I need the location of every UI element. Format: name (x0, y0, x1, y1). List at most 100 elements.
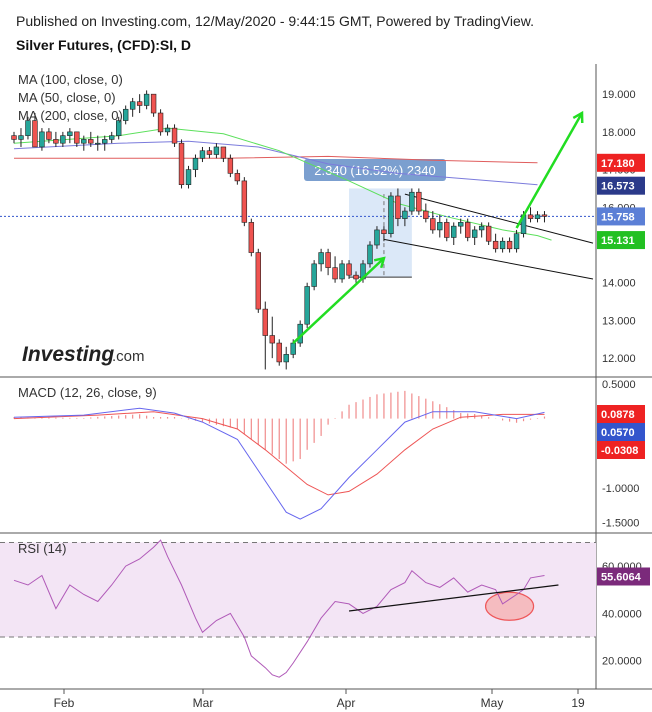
macd-signal-line (13, 411, 545, 496)
candle-body (25, 120, 31, 136)
macd-value-tag (597, 405, 645, 423)
x-tick-label: Apr (337, 696, 356, 710)
instrument-title: Silver Futures, (CFD):SI, D (16, 37, 192, 53)
price-panel: 19.00018.00017.00016.00015.00014.00013.0… (0, 89, 645, 370)
macd-value-tag (597, 423, 645, 441)
measure-box (349, 188, 412, 278)
macd-line (13, 407, 545, 520)
candle-body (471, 229, 478, 238)
candle-body (381, 229, 387, 234)
channel-upper-line (404, 193, 594, 244)
brand-name: Investing (22, 343, 114, 366)
candle-body (346, 263, 352, 276)
x-tick-label: Feb (54, 696, 75, 710)
candle-body (53, 139, 59, 144)
candle-body (248, 222, 255, 253)
candle-body (136, 101, 143, 106)
candle-body (46, 131, 52, 140)
brand-suffix: .com (112, 348, 145, 365)
rsi-band (0, 542, 596, 637)
breakout-arrow-head (572, 110, 584, 124)
macd-value-tag (597, 441, 645, 459)
candle-body (60, 135, 66, 144)
macd-value-label: 0.0878 (601, 409, 635, 421)
candle-body (171, 127, 178, 144)
candle-body (39, 131, 45, 148)
candle-body (178, 142, 185, 185)
candle-body (199, 150, 206, 159)
candle-body (143, 93, 150, 106)
macd-value-label: -0.0308 (601, 445, 638, 457)
macd-panel: 0.50000.0000-0.5000-1.0000-1.50000.08780… (13, 379, 645, 530)
candle-body (262, 308, 268, 336)
channel-lower-line (383, 238, 594, 280)
candle-body (451, 225, 457, 238)
published-caption: Published on Investing.com, 12/May/2020 … (16, 13, 535, 29)
price-tick-label: 19.000 (602, 89, 636, 101)
price-value-label: 15.131 (601, 235, 635, 247)
x-tick-label: May (481, 696, 504, 710)
macd-tick-label: 0.5000 (602, 379, 636, 391)
candle-body (283, 354, 289, 363)
x-tick-label: Mar (193, 696, 214, 710)
legend-ma50: MA (50, close, 0) (18, 90, 116, 105)
candle-body (339, 263, 345, 280)
candle-body (534, 214, 541, 219)
legend-ma200: MA (200, close, 0) (18, 108, 123, 123)
price-tick-label: 18.000 (602, 127, 636, 139)
candle-body (241, 180, 248, 223)
chart-header: Published on Investing.com, 12/May/2020 … (0, 0, 652, 64)
candle-body (388, 195, 394, 234)
legend-ma100: MA (100, close, 0) (18, 72, 123, 87)
candle-body (109, 135, 115, 140)
candle-body (269, 335, 275, 344)
candle-body (122, 108, 129, 121)
candle-body (102, 139, 108, 144)
candle-body (430, 218, 436, 231)
candle-body (423, 210, 429, 219)
price-value-label: 17.180 (601, 158, 635, 170)
candle-body (150, 93, 157, 114)
ma100-line (13, 140, 538, 186)
candle-body (164, 127, 171, 133)
candle-body (192, 157, 199, 170)
rally-arrow-head (373, 256, 386, 269)
price-tick-label: 12.000 (602, 353, 636, 365)
candle-body (409, 191, 415, 212)
candle-body (506, 240, 513, 250)
price-value-label: 15.758 (601, 211, 635, 223)
macd-value-label: 0.0570 (601, 427, 635, 439)
rsi-trendline (348, 584, 559, 612)
candle-body (395, 195, 401, 219)
investing-logo: Investing .com (22, 343, 145, 366)
candle-body (499, 240, 506, 250)
rsi-tick-label: 40.0000 (602, 608, 642, 620)
candle-body (290, 342, 296, 355)
candle-body (492, 240, 499, 250)
candle-body (157, 112, 164, 133)
candle-body (95, 142, 101, 145)
rally-arrow (292, 257, 385, 344)
candle-body (402, 210, 408, 219)
candle-body (88, 139, 94, 144)
candle-body (213, 146, 220, 155)
candle-body (81, 139, 87, 144)
rsi-value-label: 55.6064 (601, 571, 642, 583)
candle-body (74, 131, 80, 144)
candle-body (206, 150, 213, 155)
x-axis: Feb Mar Apr May 19 (54, 689, 585, 710)
candle-body (353, 274, 359, 280)
candle-body (485, 225, 492, 242)
candle-body (458, 222, 464, 227)
candle-body (464, 222, 471, 238)
candle-body (332, 267, 338, 280)
ma50-line (13, 127, 552, 241)
candle-body (220, 146, 227, 159)
x-tick-label: 19 (571, 696, 585, 710)
candle-body (185, 169, 192, 185)
macd-tick-label: -1.5000 (602, 518, 639, 530)
candle-body (527, 214, 534, 219)
candle-body (67, 131, 73, 136)
price-value-tag (597, 153, 645, 172)
